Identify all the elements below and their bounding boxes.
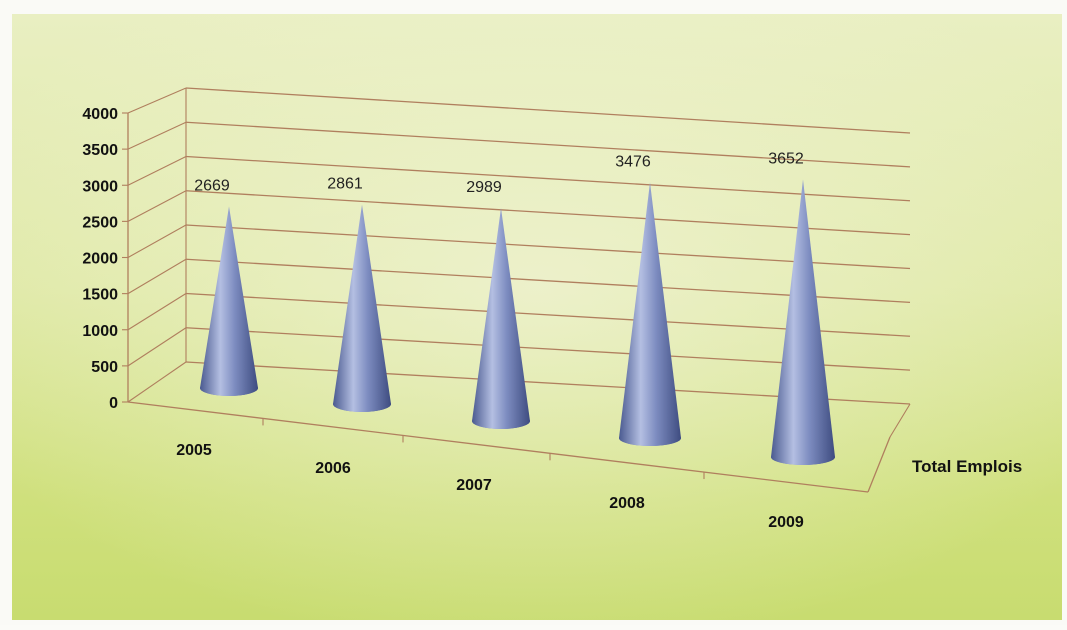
x-axis-tick-labels: 2005 2006 2007 2008 2009 — [176, 442, 804, 531]
data-label: 3652 — [768, 150, 804, 167]
cone-2005: 2669 — [194, 178, 258, 396]
cone-2009: 3652 — [768, 150, 835, 465]
cone-body — [619, 182, 681, 446]
gridline — [185, 121, 911, 168]
plot-glow — [12, 14, 1062, 620]
gridline — [185, 155, 911, 202]
y-tick-label: 2000 — [82, 251, 118, 268]
x-tick-label: 2008 — [609, 495, 645, 512]
gridline — [185, 258, 911, 304]
data-label: 2669 — [194, 178, 230, 195]
gridlines — [127, 87, 911, 405]
data-label: 2861 — [327, 176, 363, 193]
y-tick-label: 0 — [109, 395, 118, 412]
floor-back-edge — [889, 403, 911, 438]
gridline-depth — [127, 224, 187, 258]
x-tick-label: 2005 — [176, 442, 212, 459]
gridline-depth — [127, 293, 187, 331]
cone-2006: 2861 — [327, 176, 391, 412]
gridline-depth — [127, 121, 187, 150]
cones: 2669 2861 2989 3476 3652 — [194, 150, 835, 465]
x-tick-label: 2006 — [315, 460, 351, 477]
gridline-depth — [127, 190, 187, 222]
y-tick-label: 1500 — [82, 287, 118, 304]
y-tick-label: 1000 — [82, 323, 118, 340]
gridline-depth — [127, 258, 187, 295]
gridline-depth — [127, 327, 187, 367]
cone-2007: 2989 — [466, 179, 530, 429]
gridline-depth — [127, 87, 187, 114]
cone-body — [200, 206, 258, 396]
gridline-depth — [127, 156, 187, 186]
data-label: 2989 — [466, 179, 502, 196]
series-label: Total Emplois — [912, 457, 1022, 476]
cone-body — [472, 208, 530, 429]
x-tick-label: 2007 — [456, 477, 492, 494]
y-tick-label: 3000 — [82, 178, 118, 195]
gridline — [185, 87, 911, 134]
y-tick-label: 4000 — [82, 106, 118, 123]
gridline-depth — [127, 361, 187, 403]
y-tick-label: 3500 — [82, 142, 118, 159]
y-axis-tick-labels: 0 500 1000 1500 2000 2500 3000 3500 4000 — [82, 106, 118, 412]
gridline — [185, 224, 911, 270]
x-tick-label: 2009 — [768, 514, 804, 531]
y-tick-label: 2500 — [82, 214, 118, 231]
gridline — [185, 190, 911, 236]
cone-body — [771, 179, 835, 465]
y-tick-label: 500 — [91, 359, 118, 376]
x-axis-line — [127, 401, 869, 493]
data-label: 3476 — [615, 154, 651, 171]
cone-body — [333, 204, 391, 412]
floor-right-edge — [867, 436, 891, 493]
cone-2008: 3476 — [615, 154, 681, 446]
